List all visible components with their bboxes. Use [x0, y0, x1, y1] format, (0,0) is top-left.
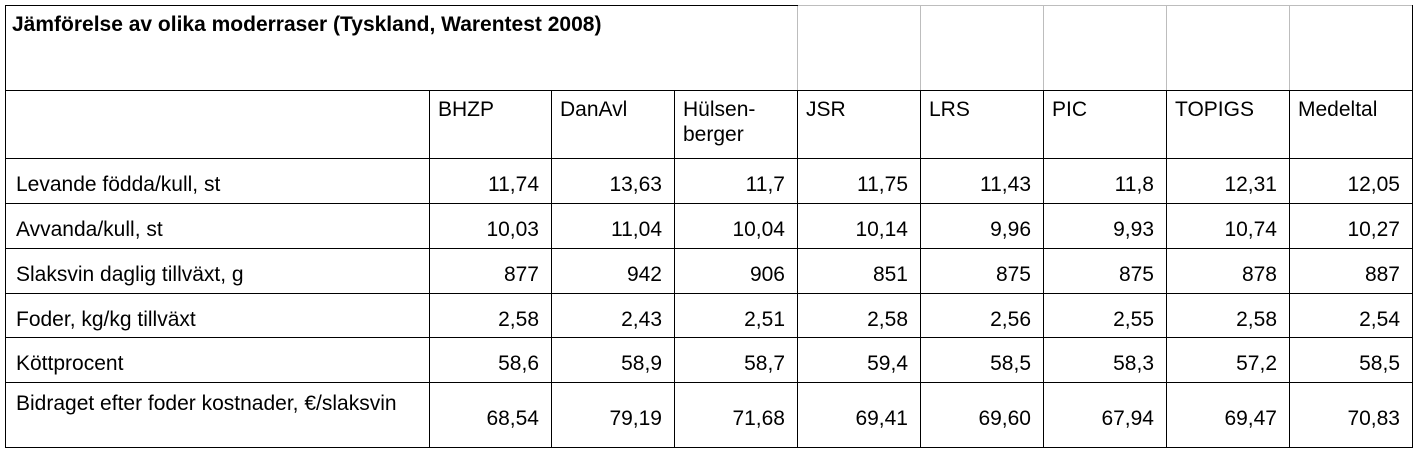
table-cell: 71,68	[674, 382, 798, 448]
table-cell: 2,58	[1166, 293, 1290, 338]
table-row: Foder, kg/kg tillväxt 2,58 2,43 2,51 2,5…	[5, 293, 1413, 338]
table-cell: 69,41	[797, 382, 921, 448]
table-cell: 70,83	[1289, 382, 1413, 448]
column-header-label: PIC	[1052, 98, 1088, 121]
column-header-label: Hülsen- berger	[683, 98, 756, 146]
table-cell: 10,03	[429, 203, 552, 249]
table-cell: 67,94	[1043, 382, 1167, 448]
column-header-label: JSR	[806, 98, 846, 121]
table-cell: 11,75	[797, 158, 921, 204]
table-cell: 58,5	[1289, 337, 1413, 383]
table-cell: 11,43	[920, 158, 1044, 204]
table-cell: 68,54	[429, 382, 552, 448]
table-cell: 12,05	[1289, 158, 1413, 204]
column-header: JSR	[797, 90, 921, 159]
table-cell: 877	[429, 248, 552, 294]
table-cell: 942	[551, 248, 675, 294]
row-label: Levande födda/kull, st	[5, 158, 430, 204]
table-cell: 58,9	[551, 337, 675, 383]
table-cell: 2,54	[1289, 293, 1413, 338]
column-header-label: BHZP	[438, 98, 495, 121]
table-cell: 12,31	[1166, 158, 1290, 204]
blank-cell	[1043, 5, 1167, 91]
table-cell: 11,8	[1043, 158, 1167, 204]
column-header-label: Medeltal	[1298, 98, 1378, 121]
table-cell: 9,96	[920, 203, 1044, 249]
column-header: BHZP	[429, 90, 552, 159]
table-cell: 58,3	[1043, 337, 1167, 383]
title-row: Jämförelse av olika moderraser (Tyskland…	[5, 5, 1413, 91]
table-title: Jämförelse av olika moderraser (Tyskland…	[5, 5, 798, 91]
table-cell: 2,56	[920, 293, 1044, 338]
table-cell: 11,7	[674, 158, 798, 204]
row-label: Foder, kg/kg tillväxt	[5, 293, 430, 338]
table-cell: 887	[1289, 248, 1413, 294]
table-cell: 878	[1166, 248, 1290, 294]
table-cell: 79,19	[551, 382, 675, 448]
table-cell: 875	[920, 248, 1044, 294]
column-header: DanAvl	[551, 90, 675, 159]
table-cell: 69,47	[1166, 382, 1290, 448]
blank-cell	[920, 5, 1044, 91]
table-cell: 2,51	[674, 293, 798, 338]
row-label: Köttprocent	[5, 337, 430, 383]
blank-cell	[1166, 5, 1290, 91]
column-header-label: LRS	[929, 98, 970, 121]
table-cell: 13,63	[551, 158, 675, 204]
table-cell: 58,5	[920, 337, 1044, 383]
header-corner-cell	[5, 90, 430, 159]
table-cell: 57,2	[1166, 337, 1290, 383]
table-row: Slaksvin daglig tillväxt, g 877 942 906 …	[5, 248, 1413, 294]
table-cell: 906	[674, 248, 798, 294]
table-cell: 11,74	[429, 158, 552, 204]
table-cell: 10,27	[1289, 203, 1413, 249]
table-cell: 2,58	[797, 293, 921, 338]
table-cell: 2,58	[429, 293, 552, 338]
row-label: Bidraget efter foder kostnader, €/slaksv…	[5, 382, 430, 448]
table-cell: 2,55	[1043, 293, 1167, 338]
table-row: Levande födda/kull, st 11,74 13,63 11,7 …	[5, 158, 1413, 204]
table-cell: 59,4	[797, 337, 921, 383]
table-cell: 10,74	[1166, 203, 1290, 249]
column-header: TOPIGS	[1166, 90, 1290, 159]
blank-cell	[797, 5, 921, 91]
table-cell: 9,93	[1043, 203, 1167, 249]
table-cell: 875	[1043, 248, 1167, 294]
header-row: BHZP DanAvl Hülsen- berger JSR LRS PIC T…	[5, 90, 1413, 159]
column-header: Hülsen- berger	[674, 90, 798, 159]
table-cell: 10,04	[674, 203, 798, 249]
row-label: Avvanda/kull, st	[5, 203, 430, 249]
table-cell: 2,43	[551, 293, 675, 338]
column-header: Medeltal	[1289, 90, 1413, 159]
column-header-label: TOPIGS	[1175, 98, 1254, 121]
table-row: Köttprocent 58,6 58,9 58,7 59,4 58,5 58,…	[5, 337, 1413, 383]
column-header: LRS	[920, 90, 1044, 159]
column-header-label: DanAvl	[560, 98, 628, 121]
column-header: PIC	[1043, 90, 1167, 159]
comparison-table: Jämförelse av olika moderraser (Tyskland…	[5, 5, 1413, 448]
table-cell: 69,60	[920, 382, 1044, 448]
table-cell: 11,04	[551, 203, 675, 249]
table-row: Avvanda/kull, st 10,03 11,04 10,04 10,14…	[5, 203, 1413, 249]
row-label: Slaksvin daglig tillväxt, g	[5, 248, 430, 294]
table-row: Bidraget efter foder kostnader, €/slaksv…	[5, 382, 1413, 448]
table-cell: 851	[797, 248, 921, 294]
table-cell: 58,6	[429, 337, 552, 383]
blank-cell	[1289, 5, 1413, 91]
table-cell: 10,14	[797, 203, 921, 249]
table-cell: 58,7	[674, 337, 798, 383]
